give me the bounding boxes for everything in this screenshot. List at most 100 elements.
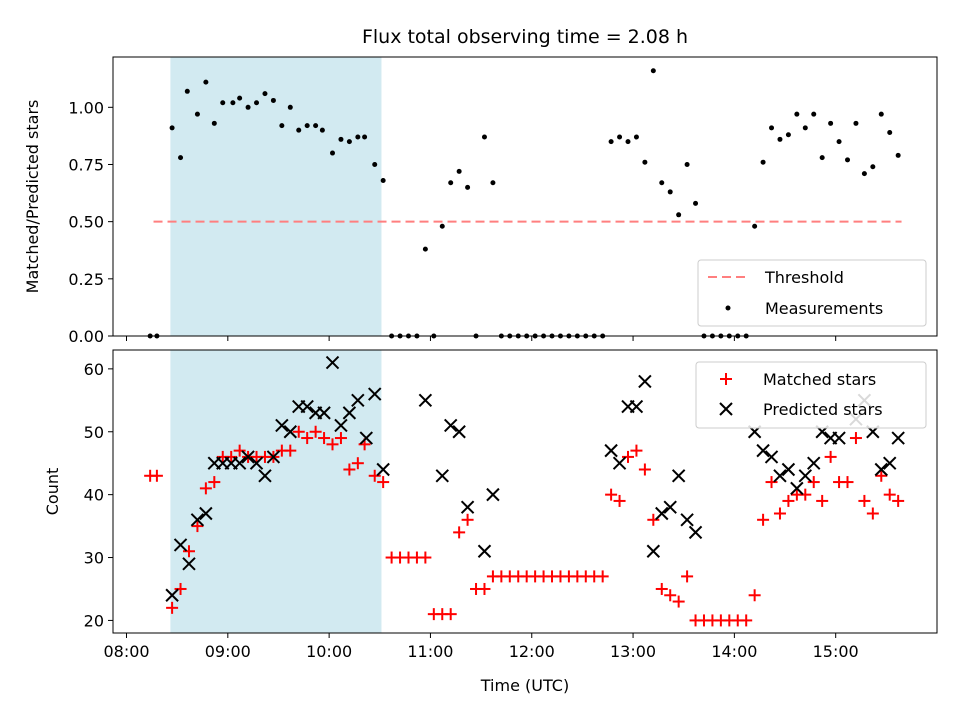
measurement-point: [230, 100, 236, 106]
measurement-point: [169, 125, 175, 131]
predicted-star-point: [435, 469, 449, 483]
legend-threshold-label: Threshold: [764, 268, 844, 287]
measurement-point: [262, 91, 268, 97]
measurement-point: [802, 125, 808, 131]
measurement-point: [287, 104, 293, 110]
measurement-point: [296, 127, 302, 133]
matched-star-point: [478, 582, 491, 595]
measurement-point: [667, 189, 673, 195]
matched-star-point: [191, 520, 204, 533]
matched-star-point: [782, 494, 795, 507]
predicted-star-point: [680, 513, 694, 527]
predicted-star-point: [646, 544, 661, 558]
matched-star-point: [807, 476, 820, 489]
predicted-star-point: [300, 399, 314, 414]
matched-star-point: [596, 570, 609, 583]
measurement-point: [254, 100, 260, 106]
legend-measurements-label: Measurements: [765, 299, 883, 318]
top-panel: 0.00 0.25 0.50 0.75 1.00 Matched/Predicted s…: [23, 56, 938, 346]
matched-star-point: [461, 513, 474, 526]
measurement-point: [777, 136, 783, 142]
predicted-star-point: [655, 506, 669, 521]
measurement-point: [184, 88, 190, 94]
predicted-star-point: [629, 399, 644, 414]
y-tick-label: 40: [84, 486, 104, 505]
y-tick-label: 0.00: [68, 327, 104, 346]
measurement-point: [794, 111, 800, 117]
matched-star-point: [334, 432, 347, 445]
predicted-star-point: [182, 557, 196, 571]
predicted-star-point: [443, 418, 458, 433]
predicted-star-point: [232, 456, 247, 470]
measurement-point: [853, 120, 859, 126]
predicted-star-point: [376, 462, 390, 477]
matched-star-point: [351, 457, 364, 470]
measurement-point: [338, 136, 344, 142]
matched-star-point: [174, 582, 187, 595]
measurement-point: [693, 200, 699, 206]
matched-star-point: [605, 488, 618, 501]
matched-star-point: [150, 469, 163, 482]
measurement-point: [355, 134, 361, 140]
predicted-star-point: [173, 538, 188, 552]
matched-star-point: [309, 425, 322, 438]
predicted-star-point: [781, 462, 796, 477]
measurement-point: [304, 123, 310, 129]
y-tick-label: 60: [84, 360, 104, 379]
measurement-point: [895, 152, 901, 158]
x-tick-label: 09:00: [205, 642, 251, 661]
predicted-star-point: [359, 431, 373, 445]
predicted-star-point: [688, 525, 703, 540]
predicted-star-point: [460, 500, 475, 514]
top-y-axis-label: Matched/Predicted stars: [23, 100, 42, 294]
measurement-point: [380, 177, 386, 183]
matched-star-point: [875, 469, 888, 482]
predicted-star-point: [883, 456, 897, 470]
measurement-point: [194, 111, 200, 117]
bottom-legend-box: [695, 361, 927, 429]
matched-star-point: [444, 608, 457, 621]
measurement-point: [760, 159, 766, 165]
predicted-star-point: [790, 481, 804, 496]
predicted-star-point: [368, 387, 382, 401]
measurement-point: [845, 157, 851, 163]
measurement-point: [608, 139, 614, 145]
matched-star-point: [208, 476, 221, 489]
predicted-star-point: [798, 469, 813, 483]
predicted-star-point: [807, 456, 821, 470]
predicted-star-point: [249, 456, 264, 470]
legend-predicted-label: Predicted stars: [763, 400, 883, 419]
predicted-star-point: [190, 513, 205, 527]
y-tick-label: 20: [84, 611, 104, 630]
matched-star-point: [866, 507, 879, 520]
matched-star-point: [368, 469, 381, 482]
legend-predicted-swatch: [719, 402, 733, 416]
measurement-point: [270, 97, 276, 103]
measurement-point: [211, 120, 217, 126]
matched-star-point: [166, 601, 179, 614]
x-tick-label: 10:00: [306, 642, 352, 661]
matched-star-point: [453, 526, 466, 539]
matched-star-point: [841, 476, 854, 489]
measurement-point: [836, 139, 842, 145]
x-tick-label: 13:00: [610, 642, 656, 661]
predicted-star-point: [874, 462, 888, 477]
matched-star-point: [326, 438, 339, 451]
bottom-axes-frame: [112, 349, 938, 634]
bottom-y-axis-label: Count: [43, 468, 62, 516]
x-tick-label: 12:00: [509, 642, 555, 661]
matched-star-point: [765, 476, 778, 489]
bottom-panel: 20 30 40 50 60 08:00 09:00 10:00 11:00 12:00 13:00…: [43, 349, 938, 695]
predicted-star-point: [832, 431, 846, 445]
measurement-point: [819, 155, 825, 161]
matched-star-point: [664, 589, 677, 602]
measurement-point: [769, 125, 775, 131]
matched-star-point: [824, 450, 837, 463]
predicted-star-point: [199, 506, 213, 521]
y-tick-label: 0.25: [68, 270, 104, 289]
predicted-star-point: [334, 418, 348, 433]
predicted-star-point: [604, 443, 618, 458]
measurement-point: [456, 168, 462, 174]
measurement-point: [650, 68, 656, 74]
matched-star-point: [284, 444, 297, 457]
